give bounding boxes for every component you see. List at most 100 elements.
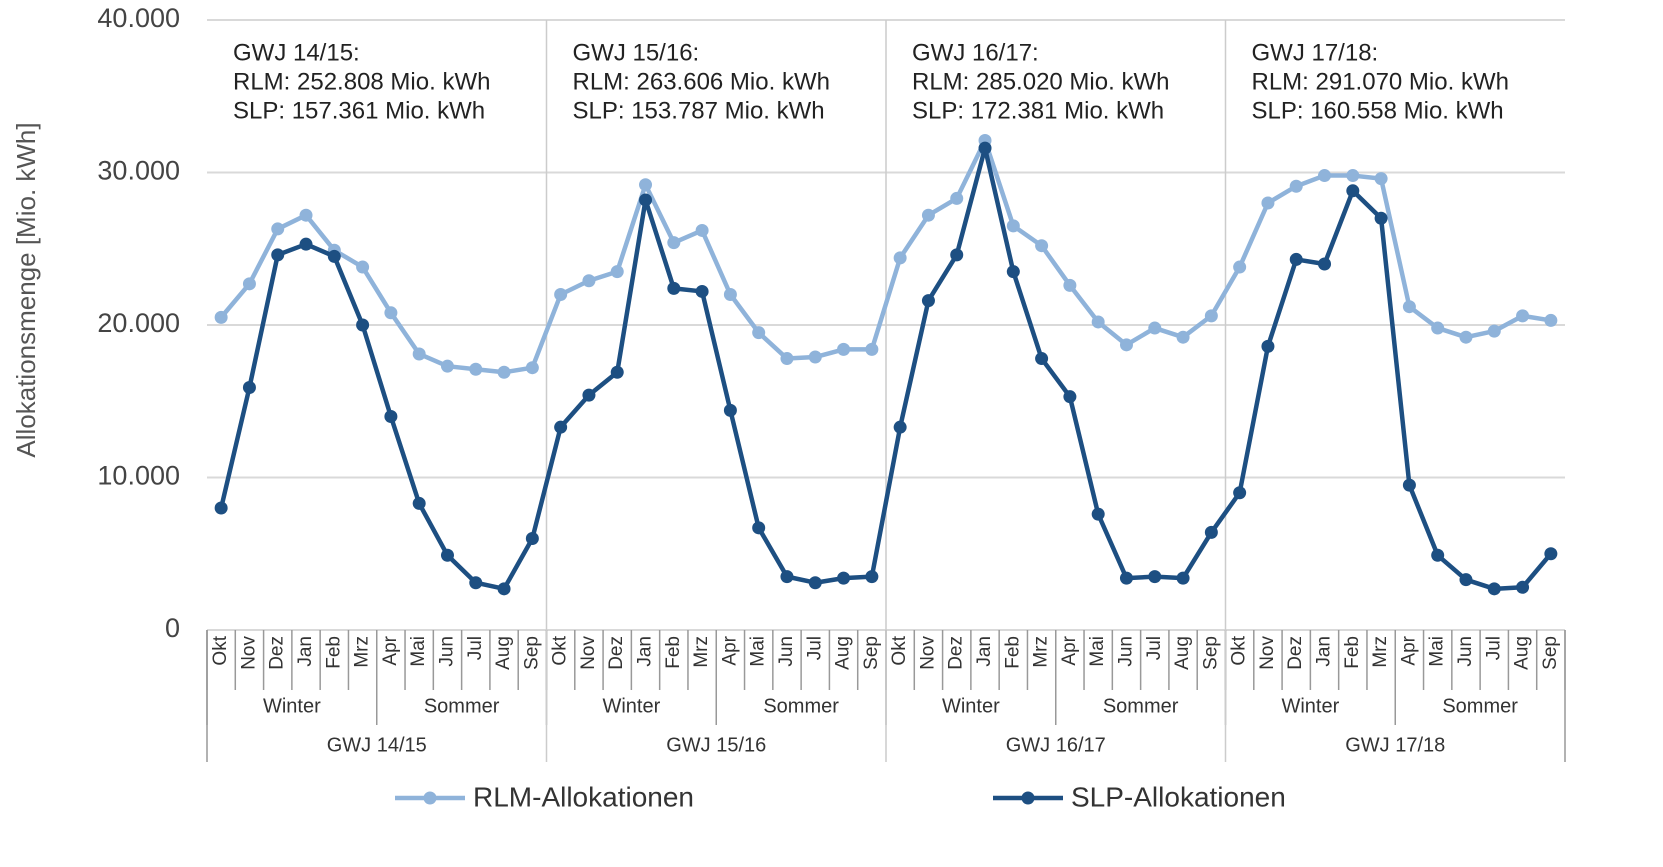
- x-tick-label: Jun: [1455, 636, 1476, 667]
- marker: [242, 381, 256, 395]
- marker: [1063, 278, 1077, 292]
- marker: [1346, 169, 1360, 183]
- x-tick-label: Jan: [1314, 636, 1335, 667]
- x-tick-label: Mrz: [1031, 636, 1052, 668]
- season-label: Winter: [942, 695, 1000, 717]
- y-tick-label: 0: [165, 613, 180, 643]
- marker: [780, 352, 794, 366]
- x-tick-label: Feb: [1342, 636, 1363, 669]
- marker: [695, 223, 709, 237]
- annotation: GWJ 16/17:: [912, 39, 1039, 66]
- marker: [1176, 571, 1190, 585]
- group-label: GWJ 17/18: [1345, 734, 1445, 756]
- marker: [1544, 547, 1558, 561]
- marker: [214, 310, 228, 324]
- x-tick-label: Sep: [521, 636, 542, 670]
- marker: [639, 193, 653, 207]
- marker: [412, 496, 426, 510]
- marker: [1063, 390, 1077, 404]
- marker: [214, 501, 228, 515]
- x-tick-label: Jul: [804, 636, 825, 660]
- marker: [440, 548, 454, 562]
- marker: [525, 361, 539, 375]
- marker: [639, 178, 653, 192]
- marker: [1119, 338, 1133, 352]
- marker: [921, 208, 935, 222]
- annotation: RLM: 252.808 Mio. kWh: [233, 68, 490, 95]
- marker: [554, 288, 568, 301]
- x-tick-label: Sep: [861, 636, 882, 670]
- x-tick-label: Jan: [974, 636, 995, 667]
- x-tick-label: Jun: [776, 636, 797, 667]
- x-tick-label: Feb: [1002, 636, 1023, 669]
- marker: [1035, 352, 1049, 366]
- x-tick-label: Aug: [1172, 636, 1193, 670]
- marker: [1119, 571, 1133, 585]
- season-label: Winter: [602, 695, 660, 717]
- marker: [1204, 309, 1218, 323]
- marker: [893, 420, 907, 434]
- marker: [921, 294, 935, 308]
- x-tick-label: Apr: [1398, 635, 1419, 665]
- annotation: RLM: 291.070 Mio. kWh: [1252, 68, 1509, 95]
- marker: [1487, 324, 1501, 338]
- x-tick-label: Apr: [719, 635, 740, 665]
- marker: [1487, 582, 1501, 596]
- marker: [384, 306, 398, 320]
- y-tick-label: 10.000: [97, 461, 180, 491]
- marker: [412, 347, 426, 361]
- marker: [1006, 265, 1020, 279]
- x-tick-label: Dez: [606, 636, 627, 670]
- marker: [1289, 252, 1303, 266]
- marker: [808, 350, 822, 364]
- marker: [497, 582, 511, 596]
- x-tick-label: Aug: [1512, 636, 1533, 670]
- marker: [837, 571, 851, 585]
- marker: [1346, 184, 1360, 198]
- marker: [752, 521, 766, 535]
- marker: [865, 570, 879, 584]
- x-tick-label: Okt: [1229, 635, 1250, 665]
- x-tick-label: Okt: [550, 635, 571, 665]
- season-label: Winter: [263, 695, 321, 717]
- marker: [752, 326, 766, 340]
- marker: [808, 576, 822, 590]
- marker: [1233, 486, 1247, 500]
- annotation: SLP: 153.787 Mio. kWh: [573, 97, 825, 124]
- annotation: RLM: 263.606 Mio. kWh: [573, 68, 830, 95]
- marker: [1544, 313, 1558, 327]
- marker: [1035, 239, 1049, 253]
- group-label: GWJ 14/15: [327, 734, 427, 756]
- annotation: GWJ 14/15:: [233, 39, 360, 66]
- marker: [497, 365, 511, 379]
- x-tick-label: Mai: [748, 636, 769, 667]
- y-axis-title: Allokationsmenge [Mio. kWh]: [11, 122, 41, 457]
- x-tick-label: Jul: [1144, 636, 1165, 660]
- marker: [610, 265, 624, 279]
- marker: [1516, 580, 1530, 594]
- x-tick-label: Nov: [917, 636, 938, 670]
- marker: [554, 420, 568, 434]
- legend-marker: [423, 791, 437, 805]
- x-tick-label: Mrz: [352, 636, 373, 668]
- legend-marker: [1021, 791, 1035, 805]
- marker: [525, 532, 539, 545]
- x-tick-label: Jan: [295, 636, 316, 667]
- x-tick-label: Dez: [1285, 636, 1306, 670]
- marker: [1516, 309, 1530, 323]
- marker: [978, 141, 992, 155]
- legend-label: RLM-Allokationen: [473, 781, 694, 812]
- marker: [1289, 179, 1303, 193]
- marker: [1402, 478, 1416, 492]
- marker: [1459, 330, 1473, 344]
- x-tick-label: Sep: [1200, 636, 1221, 670]
- marker: [1006, 219, 1020, 233]
- annotation: RLM: 285.020 Mio. kWh: [912, 68, 1169, 95]
- marker: [242, 277, 256, 291]
- x-tick-label: Apr: [1059, 635, 1080, 665]
- x-tick-label: Aug: [833, 636, 854, 670]
- annotation: SLP: 172.381 Mio. kWh: [912, 97, 1164, 124]
- group-label: GWJ 15/16: [666, 734, 766, 756]
- annotation: GWJ 17/18:: [1252, 39, 1379, 66]
